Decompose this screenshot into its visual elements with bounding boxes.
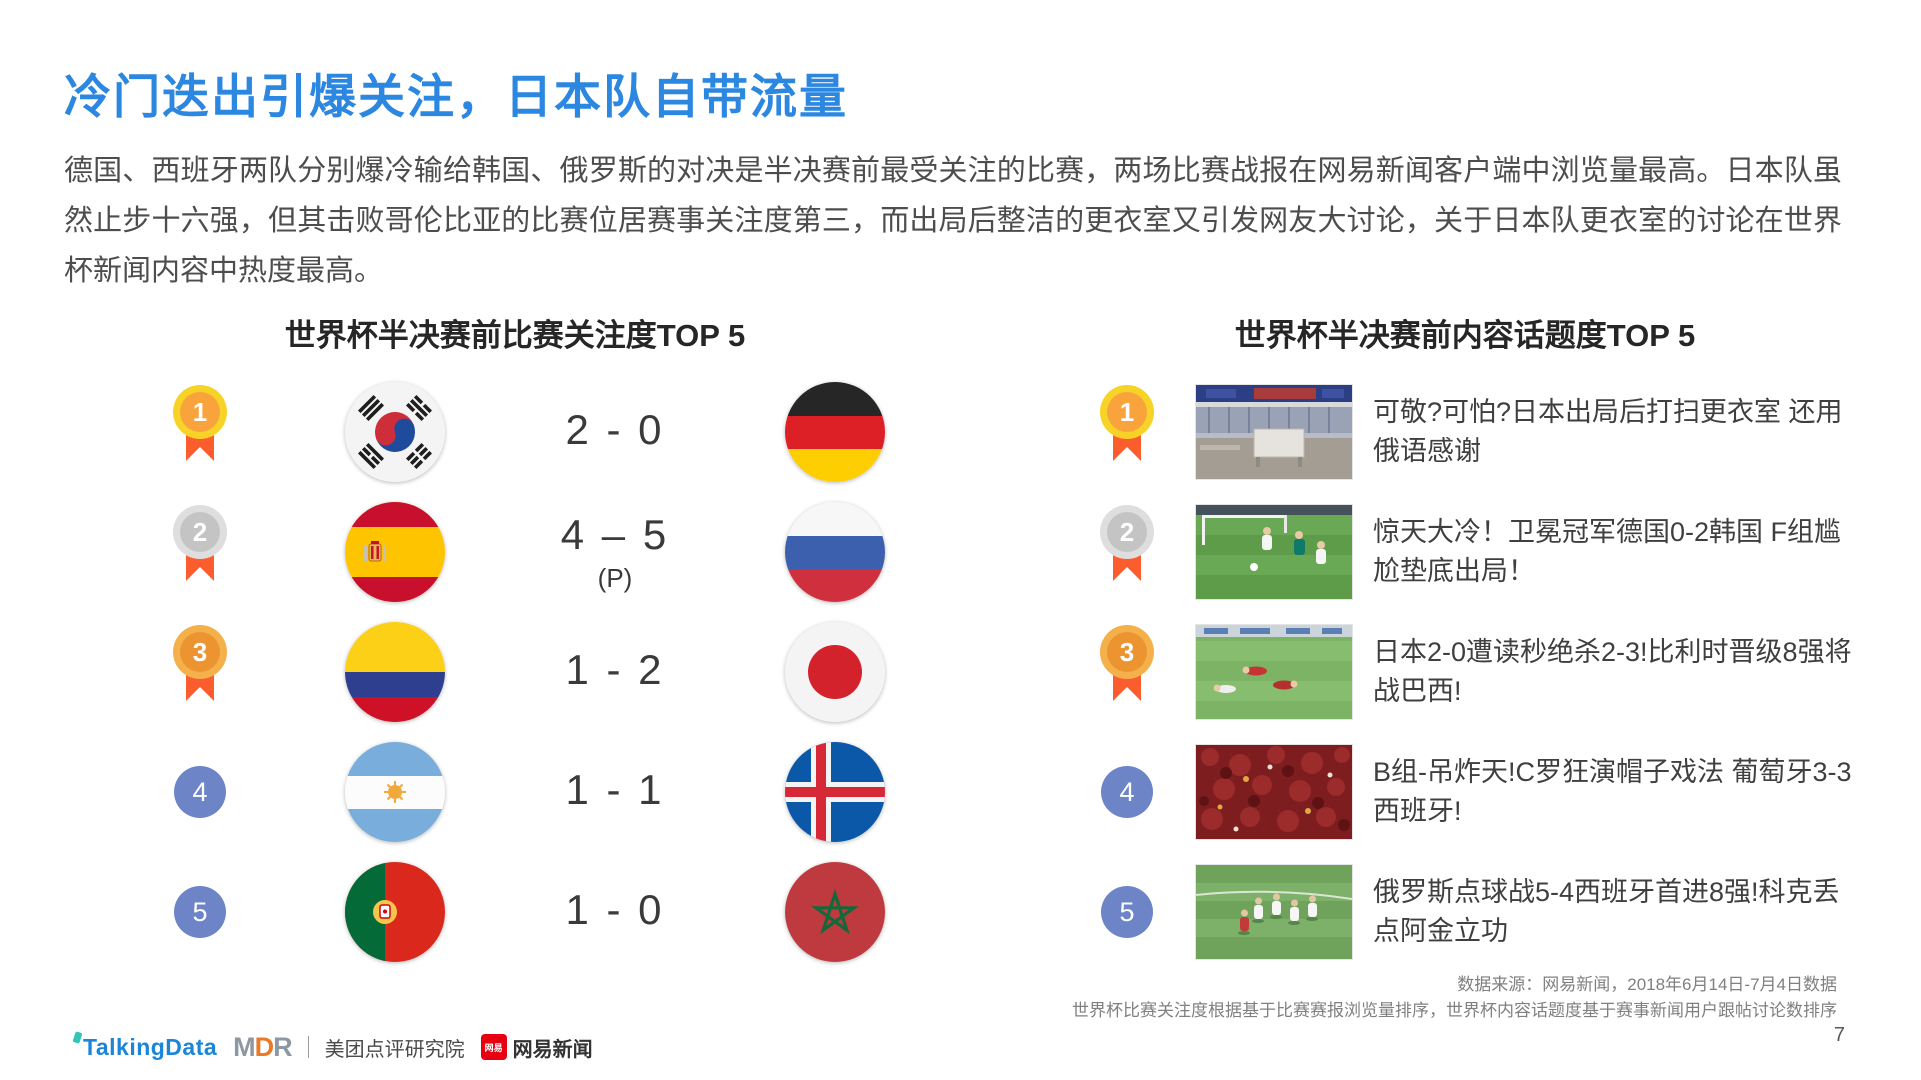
- rank-badge: 5: [1101, 886, 1153, 938]
- data-source-line1: 数据来源：网易新闻，2018年6月14日-7月4日数据: [1457, 975, 1837, 994]
- flag-morocco-icon: [785, 862, 885, 962]
- topic-news-list: 1: [1065, 372, 1864, 972]
- news-headline: 俄罗斯点球战5-4西班牙首进8强!科克丢点阿金立功: [1373, 877, 1840, 946]
- flag-spain-icon: [345, 502, 445, 602]
- news-headline: 可敬?可怕?日本出局后打扫更衣室 还用俄语感谢: [1373, 397, 1843, 466]
- netease-logo-text: 网易新闻: [512, 1038, 593, 1061]
- flag-russia-icon: [785, 502, 885, 602]
- silver-medal-icon: 2: [1096, 505, 1158, 589]
- news-row-2: 2 惊天大冷！卫冕冠军德国0-2韩国 F组尴尬垫底出局！: [1065, 492, 1864, 612]
- netease-icon: 网易: [480, 1034, 507, 1060]
- flag-south-korea-icon: [345, 382, 445, 482]
- flag-argentina-icon: [345, 742, 445, 842]
- news-row-5: 5 俄: [1065, 852, 1864, 972]
- talkingdata-logo: TalkingData: [72, 1030, 218, 1061]
- news-headline: B组-吊炸天!C罗狂演帽子戏法 葡萄牙3-3西班牙!: [1373, 757, 1852, 826]
- thumbnail-celebration-photo: [1196, 865, 1352, 959]
- logo-divider: [307, 1036, 309, 1058]
- news-row-1: 1: [1065, 372, 1864, 492]
- rank-number: 5: [1119, 896, 1135, 927]
- right-panel-title: 世界杯半决赛前内容话题度TOP 5: [1234, 318, 1696, 353]
- rank-number: 4: [192, 776, 208, 807]
- page-title: 冷门迭出引爆关注，日本队自带流量: [64, 70, 848, 123]
- news-headline: 日本2-0遭读秒绝杀2-3!比利时晋级8强将战巴西!: [1373, 637, 1852, 706]
- meituan-dianping-logo-text: 美团点评研究院: [324, 1038, 465, 1061]
- match-attention-list: 1 2 - 0: [100, 372, 930, 972]
- rank-badge: 4: [174, 766, 226, 818]
- flag-germany-icon: [785, 382, 885, 482]
- svg-text:3: 3: [193, 637, 207, 667]
- data-source-line2: 世界杯比赛关注度根据基于比赛赛报浏览量排序，世界杯内容话题度基于赛事新闻用户跟帖…: [1072, 1001, 1837, 1020]
- flag-japan-icon: [785, 622, 885, 722]
- flag-portugal-icon: [345, 862, 445, 962]
- rank-number: 5: [192, 896, 208, 927]
- thumbnail-locker-room-photo: [1196, 385, 1352, 479]
- bronze-medal-icon: 3: [1096, 625, 1158, 709]
- flag-colombia-icon: [345, 622, 445, 722]
- page-number: 7: [1833, 1024, 1845, 1046]
- thumbnail-fans-crowd-photo: [1196, 745, 1352, 839]
- gold-medal-icon: 1: [169, 385, 231, 469]
- match-row-3: 3 1 - 2: [100, 612, 930, 732]
- flag-iceland-icon: [785, 742, 885, 842]
- news-headline: 惊天大冷！卫冕冠军德国0-2韩国 F组尴尬垫底出局！: [1373, 517, 1842, 586]
- svg-text:2: 2: [1120, 517, 1134, 547]
- match-row-4: 4 1 - 1: [100, 732, 930, 852]
- news-row-3: 3 日本2-0遭读秒绝杀2-3!比利时晋级8强将战巴西!: [1065, 612, 1864, 732]
- rank-number: 4: [1119, 776, 1135, 807]
- match-row-5: 5 1 - 0: [100, 852, 930, 972]
- summary-paragraph: 德国、西班牙两队分别爆冷输给韩国、俄罗斯的对决是半决赛前最受关注的比赛，两场比赛…: [64, 155, 1842, 287]
- silver-medal-icon: 2: [169, 505, 231, 589]
- svg-text:3: 3: [1120, 637, 1134, 667]
- rank-badge: 4: [1101, 766, 1153, 818]
- match-score: 1 - 0: [565, 886, 665, 933]
- score-note: (P): [597, 562, 633, 593]
- match-row-1: 1 2 - 0: [100, 372, 930, 492]
- svg-text:2: 2: [193, 517, 207, 547]
- netease-news-logo: 网易 网易新闻: [480, 1033, 593, 1062]
- gold-medal-icon: 1: [1096, 385, 1158, 469]
- thumbnail-pitch-players-photo: [1196, 625, 1352, 719]
- match-score: 4 – 5: [560, 510, 670, 558]
- thumbnail-goal-scene-photo: [1196, 505, 1352, 599]
- talkingdata-tick-icon: [72, 1030, 83, 1044]
- rank-badge: 5: [174, 886, 226, 938]
- match-score: 1 - 2: [565, 646, 665, 693]
- news-row-4: 4: [1065, 732, 1864, 852]
- match-row-2: 2 4 – 5 (P): [100, 492, 930, 612]
- svg-text:1: 1: [193, 397, 207, 427]
- svg-text:1: 1: [1120, 397, 1134, 427]
- match-score: 2 - 0: [565, 406, 665, 453]
- left-panel-title: 世界杯半决赛前比赛关注度TOP 5: [284, 318, 746, 353]
- talkingdata-logo-text: TalkingData: [83, 1033, 218, 1060]
- match-score: 1 - 1: [565, 766, 665, 813]
- data-source-note: 数据来源：网易新闻，2018年6月14日-7月4日数据 世界杯比赛关注度根据基于…: [1072, 972, 1837, 1024]
- bronze-medal-icon: 3: [169, 625, 231, 709]
